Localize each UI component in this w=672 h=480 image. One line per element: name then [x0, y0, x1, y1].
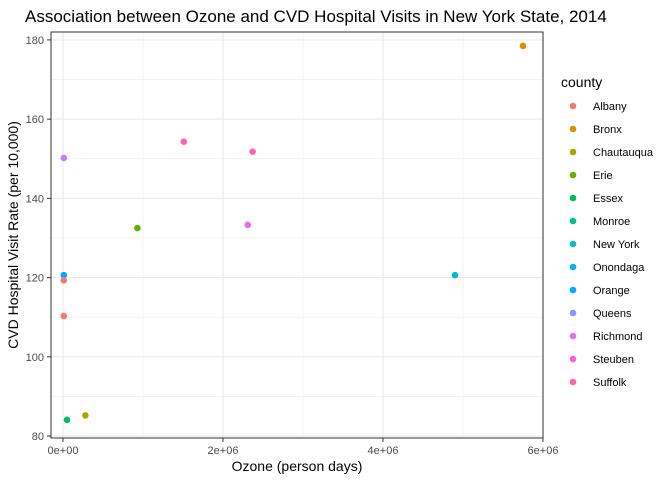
y-tick-label: 100	[26, 352, 44, 364]
chart-title: Association between Ozone and CVD Hospit…	[25, 7, 607, 26]
point-onondaga	[60, 271, 68, 279]
point-suffolk	[180, 138, 188, 146]
x-tick-label: 2e+06	[208, 445, 239, 457]
point-bronx	[519, 42, 527, 50]
legend-label: New York	[593, 239, 640, 251]
point-essex	[63, 416, 71, 424]
legend-label: Monroe	[593, 216, 630, 228]
legend-label: Onondaga	[593, 262, 645, 274]
legend-key	[569, 148, 577, 156]
point-steuben	[60, 277, 68, 284]
legend-label: Steuben	[593, 354, 634, 366]
x-tick-label: 6e+06	[528, 445, 559, 457]
legend-label: Albany	[593, 101, 627, 113]
y-tick-label: 160	[26, 114, 44, 126]
legend-label: Essex	[593, 193, 623, 205]
x-tick-label: 0e+00	[48, 445, 79, 457]
point-albany	[60, 312, 68, 320]
x-axis-title: Ozone (person days)	[232, 458, 363, 474]
legend-label: Chautauqua	[593, 147, 654, 159]
y-tick-label: 180	[26, 35, 44, 47]
legend-key	[569, 102, 577, 110]
x-tick-label: 4e+06	[368, 445, 399, 457]
legend-key	[569, 217, 577, 225]
plot-border	[50, 31, 544, 439]
legend-key	[569, 332, 577, 340]
legend-key	[569, 171, 577, 179]
y-tick-label: 140	[26, 193, 44, 205]
plot-background	[51, 32, 543, 438]
axis-ticks: 0e+00 2e+06 4e+06 6e+06 80 100 120 140 160 180	[26, 35, 559, 457]
legend-label: Suffolk	[593, 377, 627, 389]
legend-key	[569, 355, 577, 363]
data-points	[60, 42, 527, 424]
y-axis-title: CVD Hospital Visit Rate (per 10,000)	[5, 121, 21, 349]
legend-title: county	[561, 74, 602, 90]
point-orange	[60, 154, 68, 162]
legend-label: Bronx	[593, 124, 622, 136]
point-queens	[244, 221, 252, 229]
legend: Albany Bronx Chautauqua Erie Essex Monroe New …	[569, 101, 654, 389]
legend-label: Queens	[593, 308, 632, 320]
point-chautauqua	[82, 412, 89, 419]
legend-key	[569, 378, 577, 386]
legend-key	[569, 309, 577, 317]
y-tick-label: 120	[26, 273, 44, 285]
legend-key	[569, 240, 577, 248]
point-erie	[134, 224, 141, 232]
legend-label: Richmond	[593, 331, 643, 343]
y-tick-label: 80	[32, 431, 44, 443]
legend-key	[569, 263, 577, 271]
point-richmond	[249, 148, 256, 155]
legend-label: Orange	[593, 285, 630, 297]
legend-key	[569, 194, 577, 202]
legend-label: Erie	[593, 170, 613, 182]
legend-key	[569, 125, 577, 133]
legend-key	[569, 286, 577, 294]
point-new-york	[451, 271, 459, 279]
